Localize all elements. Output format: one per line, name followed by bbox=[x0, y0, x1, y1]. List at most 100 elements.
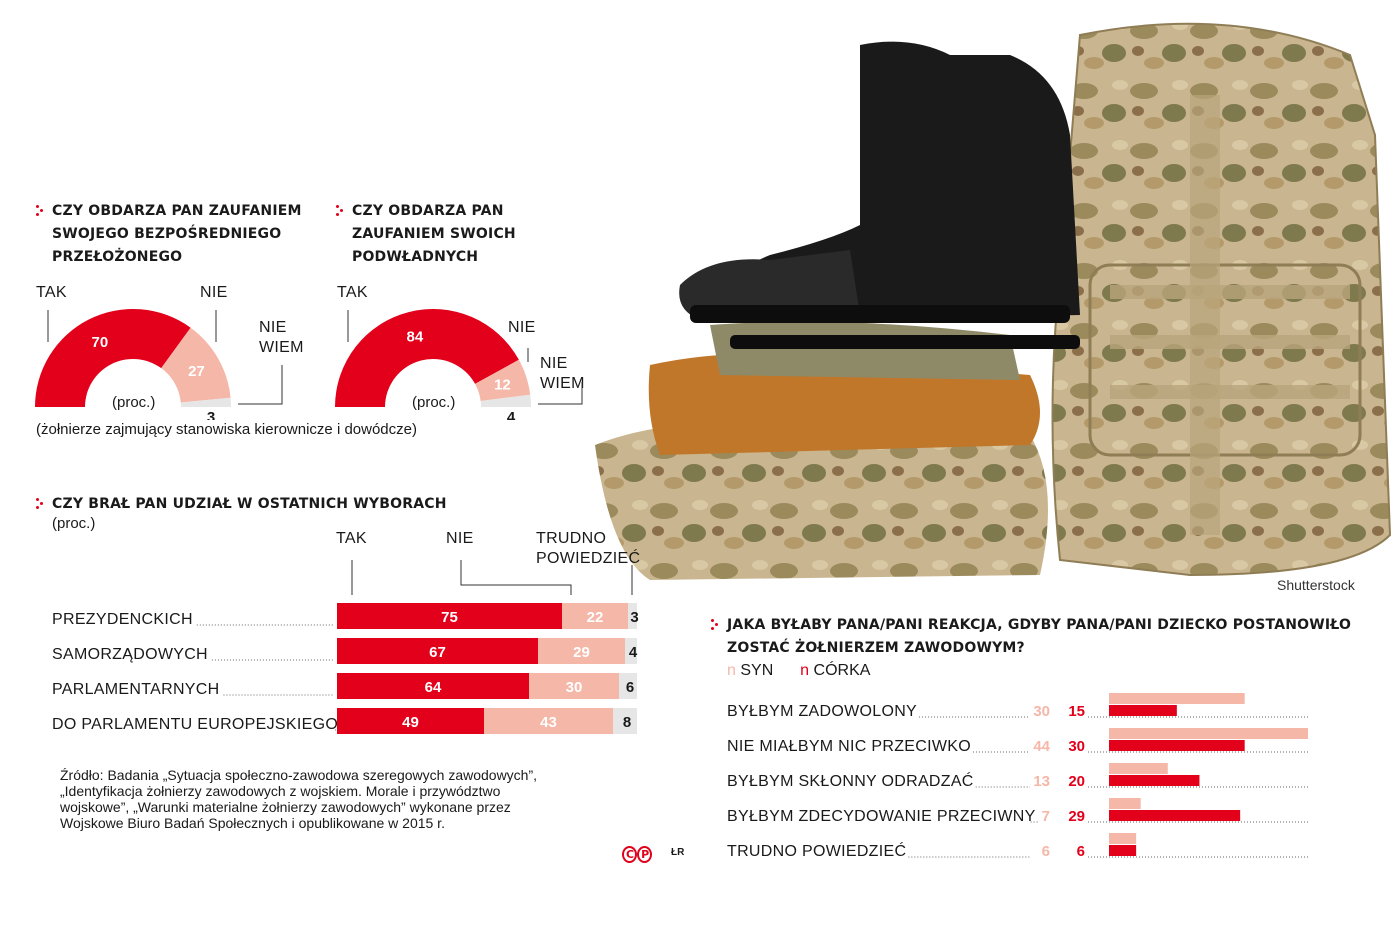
election-bar-0 bbox=[337, 638, 538, 664]
syn-value: 44 bbox=[1033, 738, 1050, 755]
reaction-category-label: BYŁBYM SKŁONNY ODRADZAĆ bbox=[727, 771, 974, 790]
reaction-category-label: BYŁBYM ZDECYDOWANIE PRZECIWNY bbox=[727, 808, 1036, 825]
syn-bar bbox=[1109, 728, 1308, 739]
election-bar-value: 8 bbox=[623, 714, 631, 731]
donut-slice-nie bbox=[475, 359, 531, 401]
syn-bar bbox=[1109, 693, 1245, 704]
election-bar-0 bbox=[337, 603, 562, 629]
election-bar-2 bbox=[628, 603, 637, 629]
election-bar-0 bbox=[337, 708, 484, 734]
election-bar-2 bbox=[619, 673, 637, 699]
election-bar-1 bbox=[529, 673, 619, 699]
election-bar-0 bbox=[337, 673, 529, 699]
corka-bar bbox=[1109, 705, 1177, 716]
donut-value-nie-wiem: 4 bbox=[507, 409, 516, 420]
copyright-icon: C bbox=[622, 846, 638, 863]
reaction-category-label: TRUDNO POWIEDZIEĆ bbox=[727, 841, 906, 860]
donut-value-nie-wiem: 3 bbox=[207, 409, 215, 420]
bullet-icon bbox=[36, 205, 46, 217]
donut-slice-nie bbox=[161, 327, 231, 403]
donut-slice-nie-wiem bbox=[180, 397, 231, 407]
donut2-nie-label: NIE bbox=[508, 319, 536, 336]
elections-col-nie: NIE bbox=[446, 530, 474, 547]
source-note: Źródło: Badania „Sytuacja społeczno-zawo… bbox=[60, 767, 538, 831]
legend-syn-label: SYN bbox=[740, 662, 774, 679]
legend-corka-label: CÓRKA bbox=[813, 662, 871, 679]
donut2-chart: 84 12 4 bbox=[335, 309, 583, 420]
syn-value: 7 bbox=[1042, 808, 1050, 825]
election-bar-value: 30 bbox=[566, 679, 583, 696]
corka-value: 29 bbox=[1068, 808, 1085, 825]
corka-value: 6 bbox=[1077, 843, 1085, 860]
elections-chart: PREZYDENCKICH 75 22 3 SAMORZĄDOWYCH 67 29 4 PARL… bbox=[52, 560, 639, 734]
elections-col-tak: TAK bbox=[336, 530, 367, 547]
election-bar-value: 43 bbox=[540, 714, 557, 731]
donut-slice-nie-wiem bbox=[480, 394, 531, 407]
election-bar-value: 22 bbox=[587, 609, 604, 626]
bullet-icon bbox=[36, 498, 46, 510]
corka-value: 30 bbox=[1068, 738, 1085, 755]
election-bar-value: 49 bbox=[402, 714, 419, 731]
elections-col-trudno: TRUDNO POWIEDZIEĆ bbox=[536, 530, 641, 567]
logo-p-icon: P bbox=[637, 846, 653, 863]
syn-bar bbox=[1109, 798, 1141, 809]
syn-value: 30 bbox=[1033, 703, 1050, 720]
reaction-title: Jaka byłaby pana/pani reakcja, gdyby pan… bbox=[711, 614, 1351, 660]
donut2-tak-label: TAK bbox=[337, 284, 368, 301]
election-bar-value: 67 bbox=[429, 644, 446, 661]
syn-bar bbox=[1109, 833, 1137, 844]
legend-corka-marker: n bbox=[800, 662, 810, 679]
donut2-unit: (proc.) bbox=[412, 394, 456, 411]
donut1-nie-label: NIE bbox=[200, 284, 228, 301]
election-bar-value: 6 bbox=[626, 679, 634, 696]
corka-value: 20 bbox=[1068, 773, 1085, 790]
donut-value-tak: 84 bbox=[407, 328, 424, 345]
reaction-chart: BYŁBYM ZADOWOLONY 30 15 NIE MIAŁBYM NIC PRZ… bbox=[727, 693, 1308, 860]
corka-bar bbox=[1109, 845, 1137, 856]
donut1-niewiem-label: NIE WIEM bbox=[259, 319, 304, 356]
photo-credit: Shutterstock bbox=[1277, 577, 1355, 593]
election-category-label: SAMORZĄDOWYCH bbox=[52, 646, 208, 663]
donut-slice-tak bbox=[35, 309, 191, 407]
donut-value-nie: 12 bbox=[494, 376, 511, 393]
election-bar-2 bbox=[625, 638, 637, 664]
corka-bar bbox=[1109, 775, 1200, 786]
reaction-category-label: BYŁBYM ZADOWOLONY bbox=[727, 703, 917, 720]
corka-bar bbox=[1109, 740, 1245, 751]
election-category-label: PARLAMENTARNYCH bbox=[52, 681, 219, 698]
bullet-icon bbox=[711, 619, 721, 631]
election-bar-1 bbox=[562, 603, 628, 629]
leader-line bbox=[538, 382, 583, 405]
donut1-chart: 70 27 3 bbox=[35, 309, 283, 420]
leader-line bbox=[460, 560, 572, 595]
election-bar-1 bbox=[538, 638, 625, 664]
election-bar-1 bbox=[484, 708, 613, 734]
corka-value: 15 bbox=[1068, 703, 1085, 720]
donut-slice-tak bbox=[335, 309, 519, 407]
elections-unit: (proc.) bbox=[52, 515, 96, 532]
corka-bar bbox=[1109, 810, 1241, 821]
election-bar-2 bbox=[613, 708, 637, 734]
election-category-label: DO PARLAMENTU EUROPEJSKIEGO bbox=[52, 716, 338, 733]
donut1-unit: (proc.) bbox=[112, 394, 156, 411]
bullet-icon bbox=[336, 205, 346, 217]
military-gear-photo bbox=[595, 22, 1392, 580]
syn-bar bbox=[1109, 763, 1168, 774]
reaction-category-label: NIE MIAŁBYM NIC PRZECIWKO bbox=[727, 738, 971, 755]
election-bar-value: 4 bbox=[629, 644, 638, 661]
donut-value-tak: 70 bbox=[92, 334, 109, 351]
donut1-tak-label: TAK bbox=[36, 284, 67, 301]
donut1-note: (żołnierze zajmujący stanowiska kierowni… bbox=[36, 421, 417, 438]
legend-syn-marker: n bbox=[727, 662, 736, 679]
election-bar-value: 75 bbox=[441, 609, 458, 626]
election-bar-value: 64 bbox=[425, 679, 442, 696]
election-category-label: PREZYDENCKICH bbox=[52, 611, 193, 628]
donut2-title: Czy obdarza pan zaufaniem swoich podwładny… bbox=[336, 200, 516, 269]
syn-value: 6 bbox=[1042, 843, 1050, 860]
elections-title: Czy brał pan udział w ostatnich wyborach bbox=[36, 493, 447, 516]
donut1-title: Czy obdarza pan zaufaniem swojego bezpośr… bbox=[36, 200, 302, 269]
leader-line bbox=[238, 365, 283, 405]
donut-value-nie: 27 bbox=[188, 363, 205, 380]
syn-value: 13 bbox=[1033, 773, 1050, 790]
